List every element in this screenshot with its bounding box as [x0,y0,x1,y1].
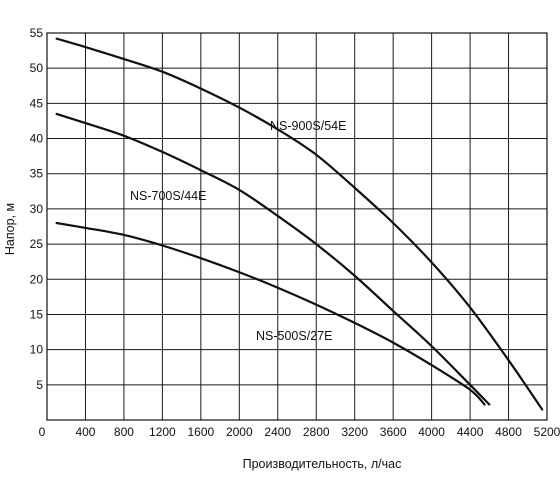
x-tick-label: 2800 [303,425,330,439]
y-tick-label: 10 [30,343,44,357]
x-tick-label: 4800 [495,425,522,439]
y-tick-label: 55 [30,26,44,40]
x-tick-label: 4400 [457,425,484,439]
y-tick-label: 40 [30,132,44,146]
series-line-ns-500s [55,221,486,406]
y-tick-label: 25 [30,237,44,251]
series-label-ns-500s: NS-500S/27E [256,329,332,343]
x-tick-label: 400 [75,425,95,439]
series-line-ns-900s [55,37,544,411]
x-tick-label: 1600 [187,425,214,439]
x-tick-label: 5200 [534,425,560,439]
x-tick-label: 1200 [149,425,176,439]
y-axis-ticks: 5 10 15 20 25 30 35 40 45 50 55 [30,26,44,392]
y-tick-label: 45 [30,96,44,110]
x-tick-label: 3600 [380,425,407,439]
y-tick-label: 50 [30,61,44,75]
x-axis-ticks: 0 400 800 1200 1600 2000 2400 2800 3200 3600 4000 4… [39,425,560,439]
x-tick-label: 800 [114,425,134,439]
y-tick-label: 5 [36,378,43,392]
series-line-ns-700s [55,112,491,406]
y-tick-label: 20 [30,272,44,286]
y-tick-label: 30 [30,202,44,216]
y-tick-label: 35 [30,167,44,181]
y-axis-title: Напор, м [3,203,17,255]
plot-frame [46,32,548,421]
x-tick-label: 2000 [226,425,253,439]
series-label-ns-700s: NS-700S/44E [130,189,206,203]
y-tick-label: 15 [30,307,44,321]
x-axis-title: Производительность, л/час [243,457,402,471]
x-tick-label: 4000 [418,425,445,439]
series-lines [55,37,544,411]
x-tick-label: 0 [39,425,46,439]
x-tick-label: 3200 [341,425,368,439]
grid [47,33,547,420]
x-tick-label: 2400 [264,425,291,439]
series-label-ns-900s: NS-900S/54E [270,119,346,133]
